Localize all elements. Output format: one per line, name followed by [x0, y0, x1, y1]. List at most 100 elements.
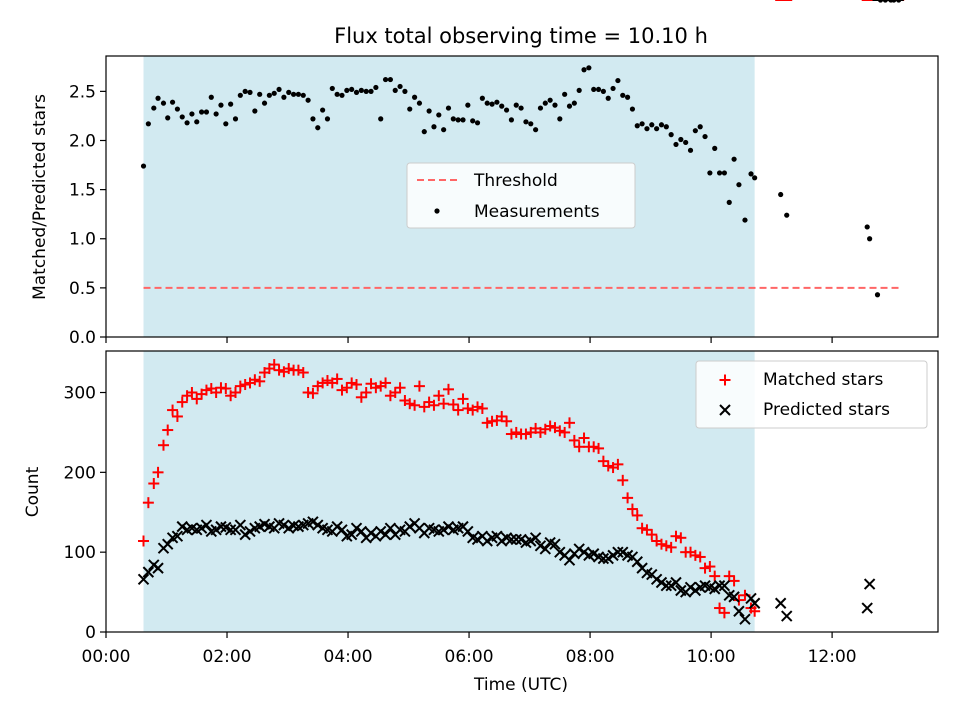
predicted-star-point	[748, 597, 761, 609]
measurement-point	[450, 116, 456, 122]
marker-stroke	[684, 581, 697, 594]
matched-star-point	[641, 524, 653, 536]
measurement-point	[378, 116, 384, 122]
matched-star-point	[501, 415, 513, 427]
measurement-point	[436, 112, 442, 118]
marker-stroke	[592, 551, 605, 563]
measurement-point	[310, 116, 316, 122]
marker-stroke	[171, 530, 184, 542]
legend-plus-marker	[719, 374, 731, 386]
marker-stroke	[597, 552, 610, 565]
bottom-y-axis-label: Count	[23, 466, 43, 517]
matched-star-point	[714, 602, 726, 614]
measurement-point	[252, 108, 258, 114]
measurement-point	[382, 76, 389, 83]
measurement-point	[537, 105, 544, 111]
predicted-star-point	[713, 579, 726, 592]
marker-stroke	[650, 573, 663, 586]
matched-star-point	[157, 439, 169, 451]
measurement-point	[615, 77, 621, 84]
measurement-point	[716, 170, 723, 176]
marker-stroke	[384, 522, 397, 534]
measurement-point	[474, 120, 481, 126]
predicted-star-point	[863, 578, 876, 590]
marker-stroke	[307, 516, 319, 528]
matched-star-point	[229, 387, 241, 399]
matched-star-point	[351, 379, 363, 391]
top-legend-box	[406, 162, 636, 229]
matched-star-point	[254, 375, 266, 387]
matched-star-point	[689, 549, 701, 561]
measurement-point	[687, 147, 694, 153]
measurement-point	[402, 88, 408, 94]
legend-threshold-label: Threshold	[473, 171, 558, 191]
marker-stroke	[739, 613, 751, 625]
marker-stroke	[273, 517, 285, 530]
measurement-point	[290, 91, 297, 97]
matched-star-point	[171, 410, 183, 422]
observing-span-bottom	[143, 351, 755, 632]
marker-stroke	[345, 528, 358, 541]
y-tick-label: 0.5	[69, 279, 96, 299]
measurement-point	[329, 85, 335, 92]
matched-star-point	[355, 391, 367, 403]
matched-star-point	[646, 529, 658, 541]
marker-stroke	[186, 522, 198, 534]
measurement-point	[586, 65, 592, 71]
top-x-ticks	[105, 337, 833, 343]
matched-star-point	[457, 393, 469, 405]
measurement-point	[702, 133, 708, 140]
measurement-point	[411, 94, 418, 100]
measurement-point	[484, 100, 490, 106]
predicted-star-point	[670, 576, 682, 589]
predicted-star-point	[563, 554, 576, 566]
matched-star-point	[283, 363, 295, 375]
matched-stars-series	[138, 0, 905, 619]
matched-star-point	[210, 387, 222, 399]
measurement-point	[421, 129, 427, 135]
measurement-point	[874, 292, 881, 298]
x-tick-label: 04:00	[324, 647, 373, 667]
marker-stroke	[423, 522, 435, 534]
measurement-point	[208, 94, 214, 100]
measurement-point	[300, 92, 306, 98]
matched-star-point	[239, 379, 251, 391]
measurement-point	[639, 121, 645, 127]
measurement-point	[455, 117, 461, 123]
measurement-point	[778, 191, 784, 198]
marker-stroke	[321, 524, 334, 536]
marker-stroke	[529, 532, 542, 544]
top-panel: 0.0 0.5 1.0 1.5 2.0 2.5 Matched/Predicted sta…	[30, 0, 939, 348]
matched-star-point	[220, 383, 232, 395]
matched-star-point	[481, 417, 493, 429]
matched-star-point	[346, 377, 358, 389]
bottom-y-ticks: 0 100 200 300	[64, 384, 106, 643]
marker-stroke	[713, 579, 726, 592]
matched-star-point	[148, 478, 160, 490]
matched-star-point	[176, 396, 188, 408]
matched-star-point	[292, 364, 304, 376]
matched-star-point	[670, 530, 682, 542]
measurement-point	[373, 84, 379, 91]
figure-title: Flux total observing time = 10.10 h	[334, 24, 708, 48]
y-tick-label: 2.5	[69, 82, 96, 102]
matched-star-point	[588, 441, 600, 453]
marker-stroke	[142, 566, 155, 578]
marker-stroke	[723, 589, 735, 601]
marker-stroke	[704, 581, 716, 594]
matched-star-point	[636, 522, 648, 534]
legend-predicted-swatch	[719, 404, 731, 416]
matched-star-point	[563, 417, 575, 429]
measurement-point	[387, 76, 393, 83]
matched-star-point	[675, 532, 687, 544]
predicted-star-point	[774, 597, 787, 609]
measurement-point	[731, 156, 737, 162]
measurement-point	[470, 118, 476, 124]
predicted-star-point	[861, 602, 873, 614]
measurement-point	[392, 87, 398, 93]
marker-stroke	[515, 533, 527, 546]
matched-star-point	[442, 383, 454, 395]
marker-stroke	[718, 579, 731, 592]
matched-star-point	[152, 466, 164, 478]
matched-star-point	[380, 377, 392, 389]
